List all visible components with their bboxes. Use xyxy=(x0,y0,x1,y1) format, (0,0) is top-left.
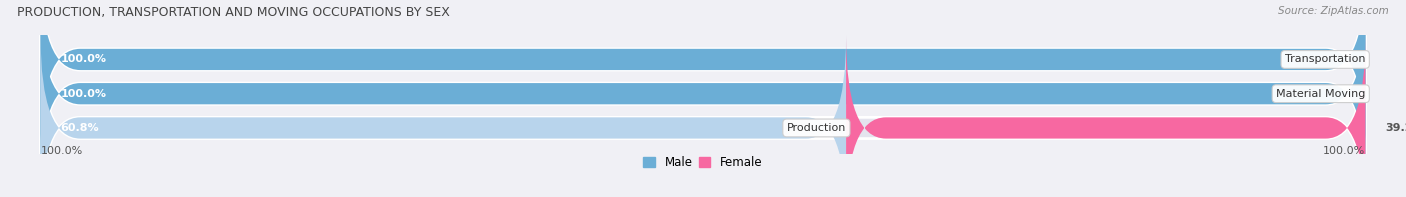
FancyBboxPatch shape xyxy=(846,36,1365,197)
FancyBboxPatch shape xyxy=(41,36,846,197)
Text: 100.0%: 100.0% xyxy=(60,54,107,64)
Text: 100.0%: 100.0% xyxy=(41,146,83,156)
Text: 100.0%: 100.0% xyxy=(1323,146,1365,156)
Text: Source: ZipAtlas.com: Source: ZipAtlas.com xyxy=(1278,6,1389,16)
Text: Material Moving: Material Moving xyxy=(1277,89,1365,99)
FancyBboxPatch shape xyxy=(41,2,1365,186)
Text: 39.2%: 39.2% xyxy=(1385,123,1406,133)
FancyBboxPatch shape xyxy=(41,0,1365,152)
Text: 100.0%: 100.0% xyxy=(60,89,107,99)
Text: PRODUCTION, TRANSPORTATION AND MOVING OCCUPATIONS BY SEX: PRODUCTION, TRANSPORTATION AND MOVING OC… xyxy=(17,6,450,19)
FancyBboxPatch shape xyxy=(41,2,1365,186)
Text: Transportation: Transportation xyxy=(1285,54,1365,64)
FancyBboxPatch shape xyxy=(41,0,1365,152)
FancyBboxPatch shape xyxy=(41,36,1365,197)
Legend: Male, Female: Male, Female xyxy=(644,156,762,169)
Text: Production: Production xyxy=(787,123,846,133)
Text: 60.8%: 60.8% xyxy=(60,123,98,133)
